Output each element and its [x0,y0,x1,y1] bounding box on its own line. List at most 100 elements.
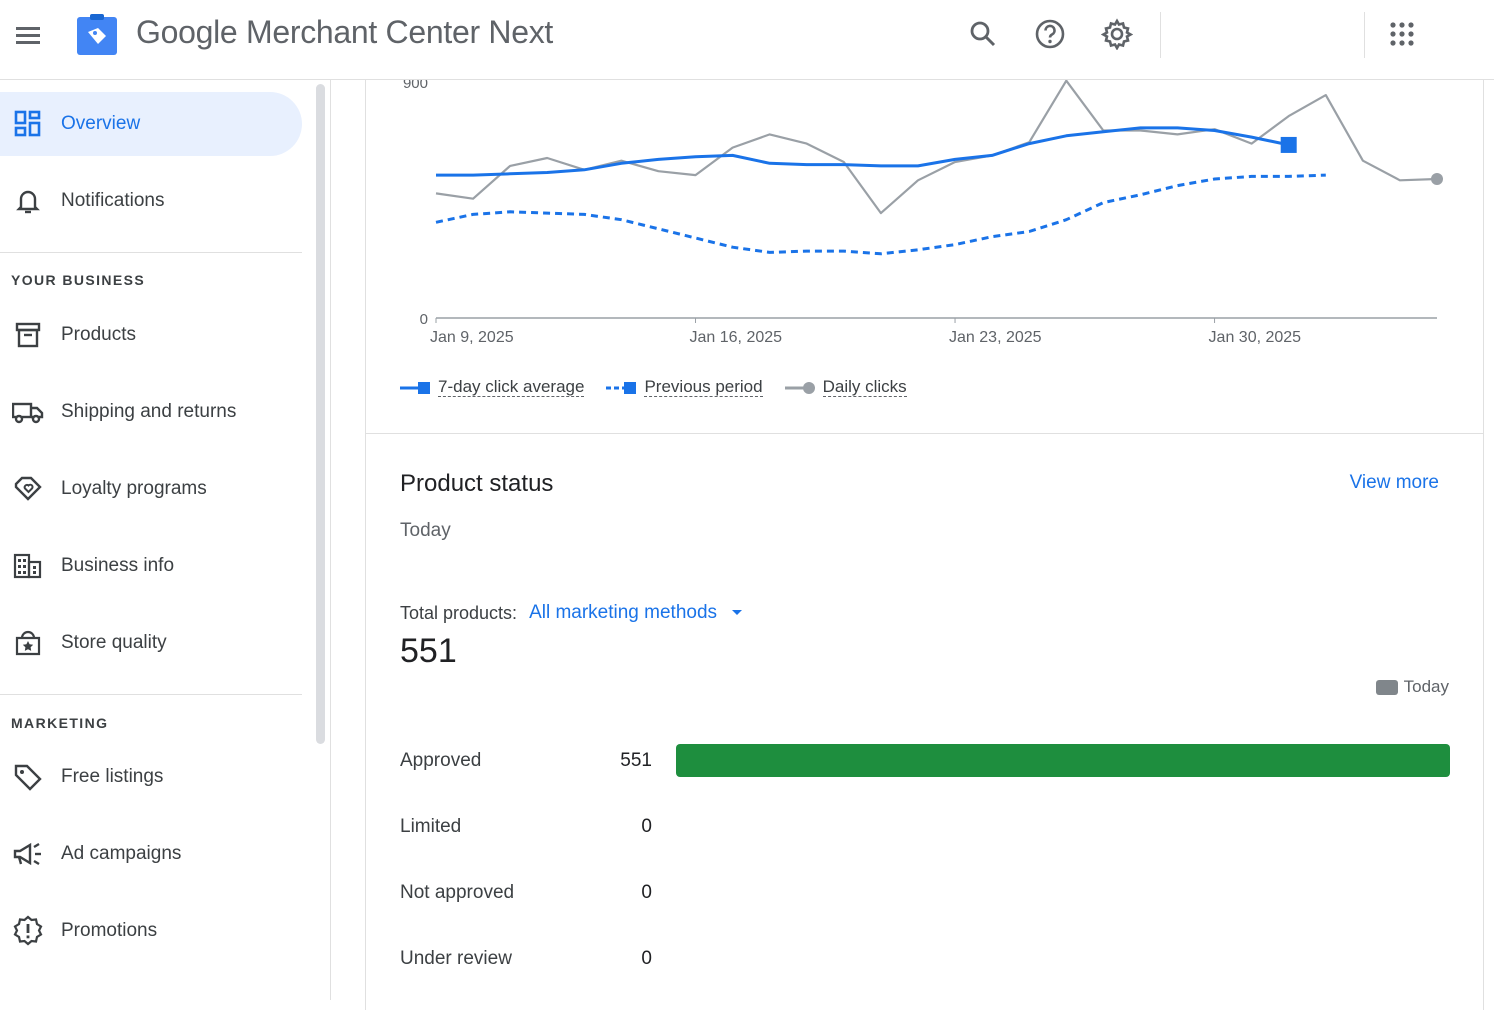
view-more-link[interactable]: View more [1349,472,1439,493]
help-button[interactable] [1030,14,1070,54]
apps-grid-icon [1390,22,1414,46]
product-status-title: Product status [400,470,554,497]
toolbar-divider [1160,12,1161,58]
status-count: 0 [641,948,652,969]
settings-button[interactable] [1097,14,1137,54]
bell-icon [12,185,44,217]
status-name: Under review [400,948,512,969]
sidebar-item-label: Free listings [61,766,164,787]
megaphone-icon [12,838,44,870]
section-heading-marketing: MARKETING [11,715,109,731]
clicks-line-chart: 0 900 Jan 9, 2025 Jan 16, 2025 Jan 23, 2025 J… [403,80,1443,346]
sidebar-item-label: Shipping and returns [61,401,237,422]
sidebar-item-label: Business info [61,555,175,576]
sidebar-item-label: Overview [61,113,141,134]
menu-icon [16,27,40,44]
marketing-method-dropdown[interactable]: All marketing methods [529,602,743,624]
sidebar-item-shipping[interactable]: Shipping and returns [0,380,302,444]
sidebar-item-free-listings[interactable]: Free listings [0,745,302,809]
sidebar-item-overview[interactable]: Overview [0,92,302,156]
sidebar-item-business-info[interactable]: Business info [0,534,302,598]
sidebar-item-notifications[interactable]: Notifications [0,169,302,233]
status-name: Limited [400,816,462,837]
legend-item-daily-clicks[interactable]: Daily clicks [784,377,907,397]
series-end-point [1431,173,1443,186]
store-badge-icon [12,627,44,659]
sidebar-item-loyalty[interactable]: Loyalty programs [0,457,302,521]
toolbar-divider [1364,12,1365,58]
section-heading-your-business: YOUR BUSINESS [11,272,146,288]
dropdown-arrow-icon [732,610,743,615]
status-row-approved: Approved 551 [400,744,1450,778]
status-name: Approved [400,750,482,771]
legend-today-label: Today [1403,677,1449,696]
series-line-1 [435,173,1326,256]
legend-dashed-square-icon [606,381,637,394]
series-end-point [1280,136,1297,153]
x-tick-label: Jan 16, 2025 [690,329,783,346]
legend-circle-icon [784,381,815,394]
legend-label: 7-day click average [438,377,585,397]
sidebar-item-store-quality[interactable]: Store quality [0,611,302,675]
main-menu-button[interactable] [8,16,48,56]
total-products-row: Total products: All marketing methods [400,602,743,624]
marketing-method-value: All marketing methods [529,602,718,623]
sidebar-nav: Overview Notifications YOUR BUSINESS Pro… [0,80,312,1000]
sidebar-item-label: Ad campaigns [61,843,182,864]
series-line-0 [436,126,1290,177]
sidebar-border [330,80,331,1000]
sidebar-item-label: Products [61,324,136,345]
status-name: Not approved [400,882,515,903]
heart-tag-icon [12,473,44,505]
status-count: 0 [641,882,652,903]
merchant-logo-icon [77,14,117,55]
legend-label: Previous period [644,377,763,397]
total-products-count: 551 [400,632,457,670]
card-divider [366,433,1483,434]
status-row-not-approved: Not approved 0 [400,876,1450,910]
y-tick-label: 0 [420,311,428,328]
sidebar-divider [0,252,302,253]
y-tick-label: 900 [403,80,428,92]
sidebar-item-ad-campaigns[interactable]: Ad campaigns [0,822,302,886]
sidebar-scrollbar[interactable] [316,84,325,744]
app-title: Google Merchant Center Next [136,14,553,50]
status-bar[interactable] [676,744,1450,777]
sidebar-item-label: Loyalty programs [61,478,207,499]
truck-icon [12,396,44,428]
archive-box-icon [12,319,44,351]
top-app-bar: Google Merchant Center Next [0,0,1494,80]
overview-icon [12,108,44,140]
legend-swatch [1375,679,1398,695]
x-tick-label: Jan 9, 2025 [430,329,514,346]
search-button[interactable] [963,14,1003,54]
status-count: 0 [641,816,652,837]
search-icon [970,21,996,47]
merchant-center-logo [76,14,118,56]
sidebar-item-promotions[interactable]: Promotions [0,899,302,963]
settings-icon [1101,18,1133,50]
sidebar-item-label: Notifications [61,190,165,211]
x-tick-label: Jan 23, 2025 [949,329,1042,346]
apps-button[interactable] [1382,14,1422,54]
bar-legend: Today [1375,677,1449,697]
sidebar-divider [0,694,302,695]
product-status-date: Today [400,520,451,541]
legend-item-7-day-average[interactable]: 7-day click average [400,377,585,397]
tag-icon [12,761,44,793]
status-row-limited: Limited 0 [400,810,1450,844]
status-row-under-review: Under review 0 [400,942,1450,976]
legend-label: Daily clicks [822,377,907,397]
status-count: 551 [620,750,652,771]
chart-legend: 7-day click average Previous period Dail… [400,378,907,397]
building-icon [12,550,44,582]
x-tick-label: Jan 30, 2025 [1209,329,1302,346]
legend-item-previous-period[interactable]: Previous period [606,377,763,397]
legend-solid-square-icon [400,381,430,394]
total-products-label: Total products: [400,602,518,623]
sidebar-item-label: Promotions [61,920,158,941]
sidebar-item-label: Store quality [61,632,167,653]
main-card: 0 900 Jan 9, 2025 Jan 16, 2025 Jan 23, 2025 J… [365,80,1484,1010]
sidebar-item-products[interactable]: Products [0,303,302,367]
promotion-badge-icon [12,915,44,947]
